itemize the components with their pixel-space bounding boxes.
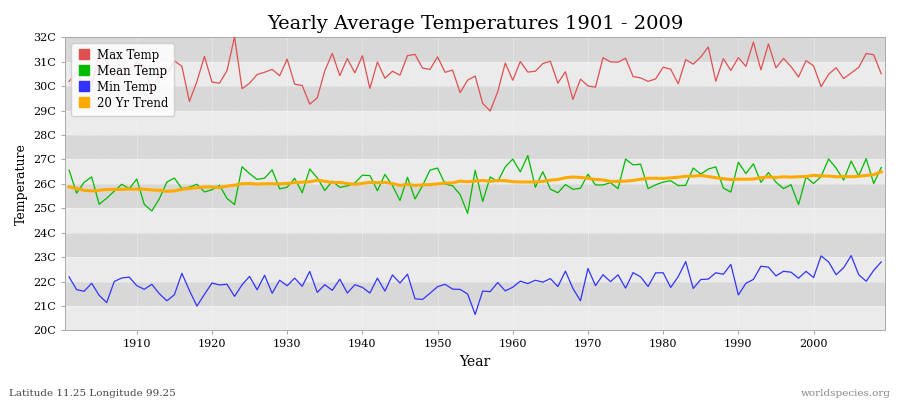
Min Temp	[289, 276, 300, 280]
Mean Temp	[522, 153, 533, 158]
Max Temp	[522, 70, 533, 74]
Mean Temp	[613, 186, 624, 191]
20 Yr Trend	[297, 180, 308, 184]
Max Temp	[230, 34, 240, 39]
20 Yr Trend	[64, 184, 75, 189]
Bar	[66, 135, 885, 160]
20 Yr Trend	[515, 180, 526, 184]
Line: Max Temp: Max Temp	[69, 37, 881, 111]
Bar	[66, 306, 885, 330]
Mean Temp	[64, 168, 75, 172]
Max Temp	[876, 72, 886, 76]
Line: 20 Yr Trend: 20 Yr Trend	[69, 172, 881, 191]
Min Temp	[605, 279, 616, 284]
Min Temp	[124, 275, 135, 280]
Max Temp	[342, 56, 353, 61]
Title: Yearly Average Temperatures 1901 - 2009: Yearly Average Temperatures 1901 - 2009	[267, 15, 683, 33]
Bar	[66, 37, 885, 62]
Legend: Max Temp, Mean Temp, Min Temp, 20 Yr Trend: Max Temp, Mean Temp, Min Temp, 20 Yr Tre…	[71, 43, 175, 116]
Min Temp	[64, 274, 75, 279]
Max Temp	[485, 108, 496, 113]
Bar	[66, 257, 885, 282]
Min Temp	[876, 260, 886, 264]
Mean Temp	[515, 170, 526, 174]
Mean Temp	[463, 211, 473, 216]
Min Temp	[515, 279, 526, 284]
Mean Temp	[876, 165, 886, 170]
Mean Temp	[124, 186, 135, 191]
Max Temp	[124, 66, 135, 71]
X-axis label: Year: Year	[460, 355, 491, 369]
Bar	[66, 160, 885, 184]
Mean Temp	[289, 176, 300, 181]
Mean Temp	[508, 157, 518, 162]
Bar	[66, 282, 885, 306]
Line: Mean Temp: Mean Temp	[69, 156, 881, 214]
20 Yr Trend	[508, 179, 518, 184]
Mean Temp	[335, 185, 346, 190]
Bar	[66, 86, 885, 111]
Y-axis label: Temperature: Temperature	[15, 143, 28, 225]
Min Temp	[846, 253, 857, 258]
Bar	[66, 62, 885, 86]
20 Yr Trend	[605, 179, 616, 184]
Bar	[66, 184, 885, 208]
Max Temp	[64, 79, 75, 84]
20 Yr Trend	[342, 181, 353, 186]
Bar	[66, 208, 885, 233]
20 Yr Trend	[161, 189, 172, 194]
Max Temp	[515, 59, 526, 64]
20 Yr Trend	[876, 170, 886, 174]
Text: worldspecies.org: worldspecies.org	[801, 389, 891, 398]
Max Temp	[297, 83, 308, 88]
Bar	[66, 111, 885, 135]
Max Temp	[613, 60, 624, 64]
Bar	[66, 233, 885, 257]
Text: Latitude 11.25 Longitude 99.25: Latitude 11.25 Longitude 99.25	[9, 389, 176, 398]
Min Temp	[335, 277, 346, 282]
20 Yr Trend	[124, 187, 135, 192]
Min Temp	[470, 312, 481, 317]
Line: Min Temp: Min Temp	[69, 256, 881, 314]
Min Temp	[508, 285, 518, 290]
